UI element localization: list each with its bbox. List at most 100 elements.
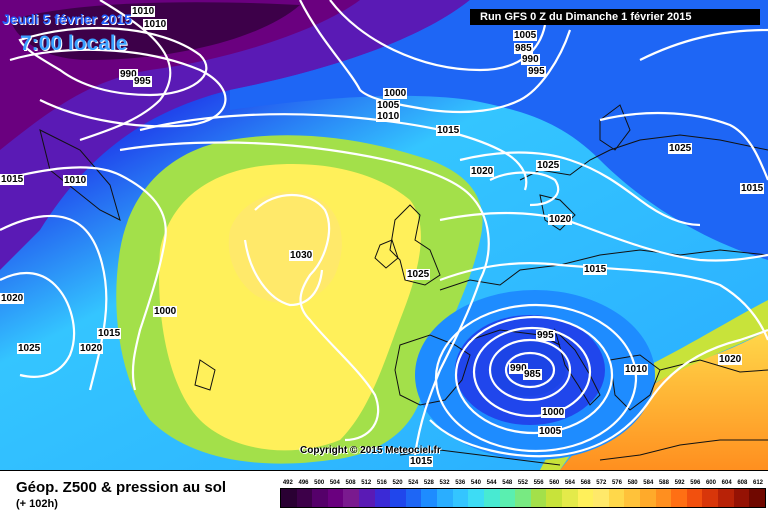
scale-tick-label: 496: [298, 480, 309, 486]
scale-tick-label: 512: [361, 480, 372, 486]
scale-swatch: [749, 489, 765, 507]
scale-tick-label: 524: [408, 480, 419, 486]
isobar-label: 990: [509, 363, 528, 374]
scale-swatch: [281, 489, 297, 507]
scale-tick-label: 556: [533, 480, 544, 486]
legend-bar: Géop. Z500 & pression au sol (+ 102h) 49…: [0, 470, 768, 513]
scale-tick-label: 544: [486, 480, 497, 486]
isobar-label: 1010: [131, 6, 156, 17]
warm-air-south-green: [540, 300, 768, 470]
scale-swatch: [390, 489, 406, 507]
color-scale-labels: 492 496 500 504 508 512 516 520 524 528 532 536 540 5…: [280, 480, 766, 486]
scale-swatch: [468, 489, 484, 507]
isobar-label: 1015: [740, 183, 765, 194]
isobar-label: 985: [523, 369, 542, 380]
scale-tick-label: 568: [580, 480, 591, 486]
scale-swatch: [437, 489, 453, 507]
scale-tick-label: 504: [329, 480, 340, 486]
isobar-label: 1000: [153, 306, 178, 317]
isobar-label: 1020: [548, 214, 573, 225]
scale-swatch: [655, 489, 672, 507]
forecast-time: 7:00 locale: [20, 32, 128, 55]
isobar-label: 995: [133, 76, 152, 87]
isobar-label: 1015: [436, 125, 461, 136]
forecast-map: [0, 0, 768, 470]
color-scale: [280, 488, 766, 508]
scale-tick-label: 604: [721, 480, 732, 486]
scale-tick-label: 608: [737, 480, 748, 486]
scale-swatch: [499, 489, 516, 507]
scale-swatch: [312, 489, 328, 507]
scale-tick-label: 548: [502, 480, 513, 486]
scale-tick-label: 532: [439, 480, 450, 486]
isobar-label: 1020: [718, 354, 743, 365]
forecast-date: Jeudi 5 février 2015: [2, 11, 132, 27]
isobar-label: 1010: [624, 364, 649, 375]
isobar-label: 1030: [289, 250, 314, 261]
scale-tick-label: 612: [752, 480, 763, 486]
isobar-label: 1000: [541, 407, 566, 418]
scale-swatch: [296, 489, 313, 507]
isobar-label: 1020: [470, 166, 495, 177]
scale-swatch: [515, 489, 531, 507]
trough-core-deep: [10, 2, 300, 61]
isobar-label: 1015: [583, 264, 608, 275]
scale-swatch: [421, 489, 438, 507]
scale-swatch: [718, 489, 734, 507]
isobar-label: 1005: [376, 100, 401, 111]
isobar-label: 1010: [376, 111, 401, 122]
isobar-label: 995: [536, 330, 555, 341]
copyright-notice: Copyright © 2015 Meteociel.fr: [300, 445, 441, 456]
scale-tick-label: 520: [392, 480, 403, 486]
scale-swatch: [624, 489, 641, 507]
isobar-label: 1020: [0, 293, 25, 304]
isobar-label: 1015: [409, 456, 434, 467]
scale-swatch: [343, 489, 360, 507]
scale-swatch: [733, 489, 750, 507]
scale-tick-label: 564: [564, 480, 575, 486]
scale-swatch: [608, 489, 625, 507]
blue-band-north: [230, 0, 768, 260]
isobar-label: 1015: [97, 328, 122, 339]
scale-swatch: [359, 489, 375, 507]
scale-swatch: [452, 489, 469, 507]
scale-swatch: [561, 489, 578, 507]
isobar-label: 1005: [513, 30, 538, 41]
isobar-label: 1025: [668, 143, 693, 154]
isobar-label: 990: [521, 54, 540, 65]
land-outlines: [39, 104, 768, 466]
scale-tick-label: 576: [611, 480, 622, 486]
scale-tick-label: 588: [658, 480, 669, 486]
scale-swatch: [593, 489, 609, 507]
scale-tick-label: 516: [376, 480, 387, 486]
scale-tick-label: 560: [549, 480, 560, 486]
scale-swatch: [327, 489, 344, 507]
legend-subtitle: (+ 102h): [16, 498, 58, 510]
isobar-label: 1010: [143, 19, 168, 30]
legend-title: Géop. Z500 & pression au sol: [16, 479, 227, 496]
scale-tick-label: 592: [674, 480, 685, 486]
scale-tick-label: 580: [627, 480, 638, 486]
scale-swatch: [640, 489, 656, 507]
scale-tick-label: 536: [455, 480, 466, 486]
scale-tick-label: 492: [282, 480, 293, 486]
scale-tick-label: 572: [596, 480, 607, 486]
isobar-label: 1020: [79, 343, 104, 354]
isobars: [0, 0, 768, 456]
scale-swatch: [702, 489, 719, 507]
scale-swatch: [483, 489, 500, 507]
scale-tick-label: 508: [345, 480, 356, 486]
model-run-label: Run GFS 0 Z du Dimanche 1 février 2015: [470, 9, 760, 25]
scale-swatch: [405, 489, 422, 507]
scale-tick-label: 596: [690, 480, 701, 486]
scale-swatch: [577, 489, 594, 507]
isobar-label: 1025: [17, 343, 42, 354]
scale-swatch: [671, 489, 687, 507]
scale-swatch: [546, 489, 562, 507]
isobar-label: 1015: [0, 174, 25, 185]
scale-swatch: [530, 489, 547, 507]
isobar-label: 990: [119, 69, 138, 80]
scale-tick-label: 540: [470, 480, 481, 486]
isobar-label: 1000: [383, 88, 408, 99]
